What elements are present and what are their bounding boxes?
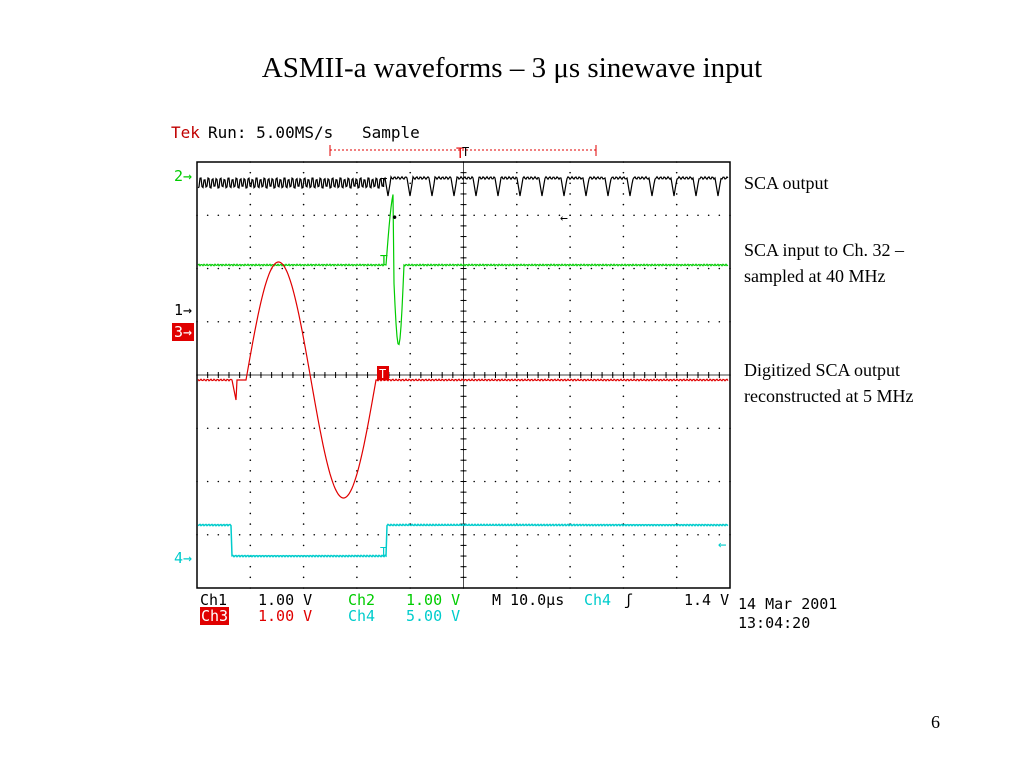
timebase: M 10.0μs [492,591,565,609]
label-digitized-line2: reconstructed at 5 MHz [744,386,914,406]
label-sca-output: SCA output [744,173,829,193]
waveform-ch1-sca-output [197,175,729,197]
scope-brand: Tek [171,123,200,142]
svg-text:T: T [380,545,387,559]
slide-title: ASMII-a waveforms – 3 μs sinewave input [261,52,763,84]
ch4-label: Ch4 [348,607,376,625]
capture-date: 14 Mar 2001 [738,595,838,613]
trigger-slope-icon: ʃ [624,591,634,609]
marker-ch3: 3→ [172,323,195,341]
ch2-scale: 1.00 V [406,591,461,609]
marker-ch2: 2→ [174,167,193,185]
ch1-scale: 1.00 V [258,591,313,609]
ch2-label: Ch2 [348,591,376,609]
capture-time: 13:04:20 [738,614,811,632]
trigger-position-bar: T T [329,145,597,162]
ch3-scale: 1.00 V [258,607,313,625]
graticule [196,161,731,589]
waveform-ch3-digitized [197,261,729,499]
svg-text:T: T [380,254,388,269]
label-sca-input-line2: sampled at 40 MHz [744,266,886,286]
trigger-level-arrow-icon: ← [718,537,726,553]
waveform-ch4-trigger [197,523,729,558]
ch3-label: Ch3 [200,607,230,625]
marker-ch1: 1→ [174,301,193,319]
trigger-level: 1.4 V [684,591,730,609]
trigger-channel: Ch4 [584,591,612,609]
page-number: 6 [931,712,940,732]
scope-acq-mode: Sample [362,123,420,142]
svg-text:T: T [462,145,469,159]
cursor-arrow-icon: • [391,211,398,225]
ch4-scale: 5.00 V [406,607,461,625]
svg-text:T: T [379,367,386,381]
label-sca-input-line1: SCA input to Ch. 32 – [744,240,905,260]
scope-run-rate: Run: 5.00MS/s [208,123,334,142]
ch1-label: Ch1 [200,591,228,609]
marker-ch4: 4→ [174,549,193,567]
svg-text:T: T [456,146,465,162]
left-arrow-icon: ← [560,211,568,226]
waveform-ch2-sca-input [197,194,729,346]
label-digitized-line1: Digitized SCA output [744,360,901,380]
svg-text:T: T [380,176,387,190]
